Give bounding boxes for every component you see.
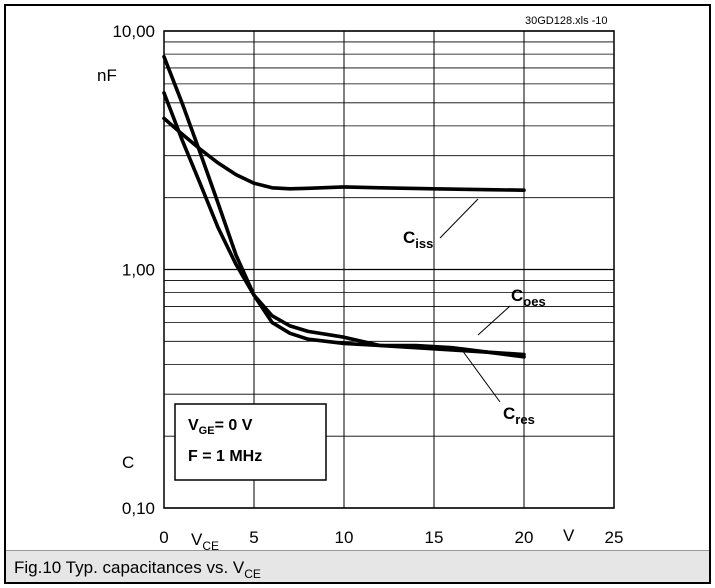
chart-frame xyxy=(4,4,711,584)
y-tick-label: 10,00 xyxy=(112,22,155,41)
series-line-cres xyxy=(162,54,526,357)
x-axis-label: VCE xyxy=(191,530,219,553)
x-tick-label: 5 xyxy=(249,528,258,547)
axes xyxy=(163,30,615,509)
series-line-ciss xyxy=(162,116,526,192)
legend-box: VGE= 0 V F = 1 MHz xyxy=(174,403,327,481)
x-unit-label: V xyxy=(563,526,575,545)
leader-line-coes xyxy=(477,305,511,336)
legend-line-vge: VGE= 0 V xyxy=(188,417,253,437)
figure-caption: Fig.10 Typ. capacitances vs. VCE xyxy=(14,558,261,581)
series-layer xyxy=(162,54,526,359)
series-label-cres: Cres xyxy=(503,404,535,427)
leader-line-cres xyxy=(461,349,501,403)
x-tick-label: 0 xyxy=(159,528,168,547)
x-tick-label: 25 xyxy=(605,528,624,547)
y-tick-label: 0,10 xyxy=(122,499,155,518)
series-label-ciss: Ciss xyxy=(403,228,433,251)
x-tick-label: 20 xyxy=(515,528,534,547)
series-label-coes: Coes xyxy=(511,286,546,309)
legend-line-freq: F = 1 MHz xyxy=(188,448,262,465)
y-tick-label: 1,00 xyxy=(122,261,155,280)
x-tick-label: 15 xyxy=(425,528,444,547)
y-symbol-label: C xyxy=(122,453,134,472)
labels: 0,10 1,00 10,00 0 5 10 15 20 25 Ciss Coes Cres xyxy=(112,22,623,547)
caption-bar: Fig.10 Typ. capacitances vs. VCE xyxy=(6,550,709,582)
series-line-coes xyxy=(162,91,526,359)
y-unit-label: nF xyxy=(97,66,117,85)
file-label: 30GD128.xls -10 xyxy=(525,15,608,27)
plot-border xyxy=(163,30,615,509)
leader-line-ciss xyxy=(439,198,479,239)
x-tick-label: 10 xyxy=(335,528,354,547)
